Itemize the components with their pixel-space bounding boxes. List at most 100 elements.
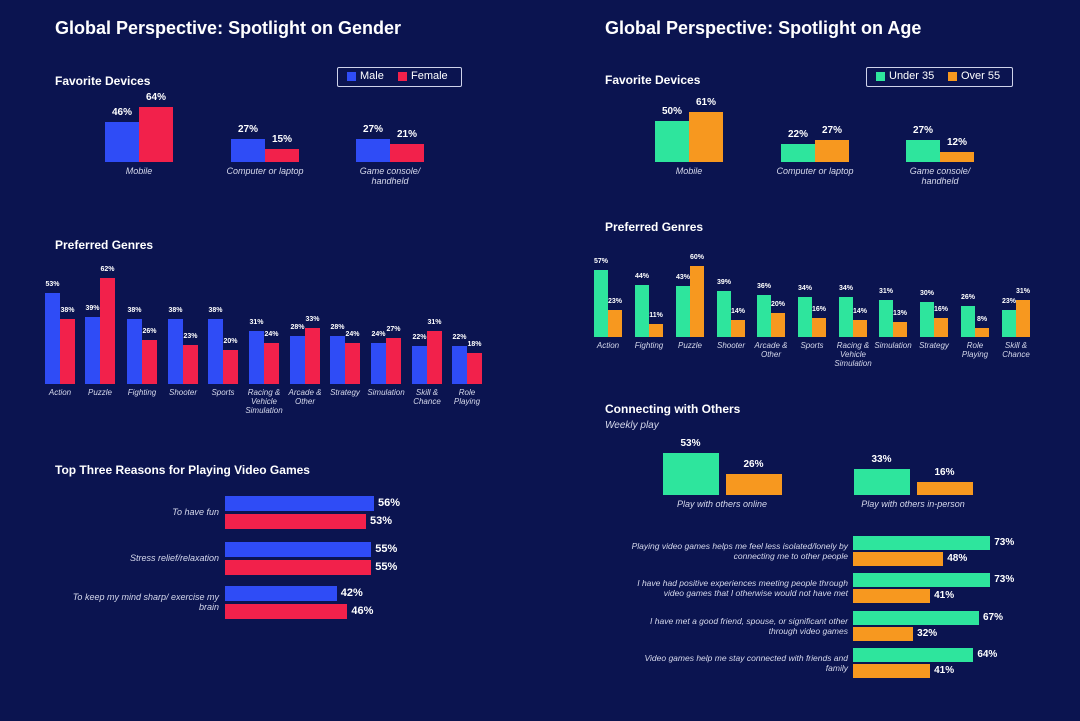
category-label: Simulation: [367, 388, 405, 397]
bar: [356, 138, 390, 162]
value-label: 28%: [290, 324, 305, 332]
value-label: 20%: [770, 301, 785, 309]
bar: [853, 589, 931, 603]
legend-label: Under 35: [889, 70, 935, 82]
bar: [771, 313, 785, 337]
bar: [879, 300, 893, 337]
category-label: Strategy: [330, 388, 360, 397]
chart-title: Preferred Genres: [605, 220, 704, 234]
bar: [467, 353, 482, 384]
category-label: Role Playing: [453, 388, 481, 407]
value-label: 57%: [593, 257, 608, 265]
value-label: 32%: [917, 628, 938, 639]
legend-swatch: [876, 72, 885, 81]
bar: [676, 286, 690, 337]
bar: [649, 324, 663, 337]
category-label: Shooter: [168, 388, 198, 397]
value-label: 43%: [675, 274, 690, 282]
bar: [345, 342, 360, 384]
bar: [371, 342, 386, 384]
value-label: 31%: [427, 318, 442, 326]
bar: [1016, 300, 1030, 337]
value-label: 48%: [947, 553, 968, 564]
chart-title: Favorite Devices: [605, 73, 701, 87]
bar: [142, 339, 157, 384]
value-label: 8%: [976, 315, 988, 323]
category-label: Action: [48, 388, 72, 397]
bar: [412, 346, 427, 384]
bar: [662, 452, 719, 495]
bar: [916, 482, 973, 495]
value-label: 27%: [386, 325, 401, 333]
value-label: 46%: [111, 107, 132, 119]
category-label: Fighting: [634, 341, 664, 350]
category-label: Video games help me stay connected with …: [644, 653, 849, 674]
value-label: 33%: [871, 453, 892, 465]
bar: [183, 344, 198, 384]
category-label: Skill & Chance: [1002, 341, 1030, 360]
value-label: 38%: [127, 307, 142, 315]
value-label: 73%: [994, 574, 1015, 585]
value-label: 18%: [467, 341, 482, 349]
chart-title: Connecting with Others: [605, 402, 741, 416]
value-label: 11%: [649, 312, 663, 320]
section-title: Global Perspective: Spotlight on Gender: [55, 18, 402, 38]
category-label: Computer or laptop: [226, 166, 304, 176]
value-label: 64%: [977, 649, 998, 660]
value-label: 20%: [223, 337, 238, 345]
category-label: To have fun: [172, 507, 219, 517]
bar: [815, 139, 849, 162]
value-label: 26%: [142, 327, 157, 335]
category-label: Role Playing: [961, 341, 989, 360]
legend-swatch: [347, 72, 356, 81]
chart-title: Top Three Reasons for Playing Video Game…: [55, 463, 310, 477]
bar: [208, 319, 223, 384]
bar: [731, 320, 745, 337]
category-label: Racing & Vehicle Simulation: [834, 341, 872, 369]
bar: [139, 106, 173, 162]
bar: [1002, 309, 1016, 337]
bar: [452, 346, 467, 384]
category-label: Mobile: [675, 166, 703, 176]
category-label: Puzzle: [677, 341, 702, 350]
value-label: 38%: [60, 307, 75, 315]
bar: [231, 138, 265, 162]
bar: [594, 269, 608, 337]
bar: [853, 573, 991, 587]
value-label: 13%: [892, 309, 907, 317]
value-label: 22%: [452, 334, 467, 342]
value-label: 27%: [821, 124, 842, 136]
value-label: 26%: [960, 294, 975, 302]
bar: [305, 327, 320, 384]
value-label: 26%: [743, 459, 764, 471]
category-label: I have had positive experiences meeting …: [637, 578, 848, 599]
category-label: Shooter: [716, 341, 746, 350]
category-label: Arcade & Other: [288, 388, 322, 407]
value-label: 24%: [345, 330, 360, 338]
bar: [906, 139, 940, 162]
bar: [853, 611, 979, 625]
value-label: 31%: [1015, 288, 1030, 296]
bar: [85, 317, 100, 384]
value-label: 38%: [168, 307, 183, 315]
category-label: To keep my mind sharp/ exercise my brain: [72, 591, 219, 613]
category-label: Puzzle: [87, 388, 112, 397]
bar: [264, 342, 279, 384]
bar: [390, 143, 424, 162]
legend-label: Female: [411, 70, 448, 82]
value-label: 42%: [340, 586, 363, 599]
bar: [853, 627, 914, 641]
value-label: 14%: [730, 308, 745, 316]
value-label: 55%: [375, 542, 398, 555]
category-label: Simulation: [874, 341, 912, 350]
bar: [725, 474, 782, 495]
section-title: Global Perspective: Spotlight on Age: [605, 18, 922, 38]
bar: [940, 152, 974, 162]
value-label: 62%: [100, 265, 115, 273]
value-label: 27%: [362, 123, 383, 135]
category-label: Game console/ handheld: [359, 166, 421, 187]
bar: [127, 319, 142, 384]
bar: [60, 319, 75, 384]
category-label: Game console/ handheld: [909, 166, 971, 187]
